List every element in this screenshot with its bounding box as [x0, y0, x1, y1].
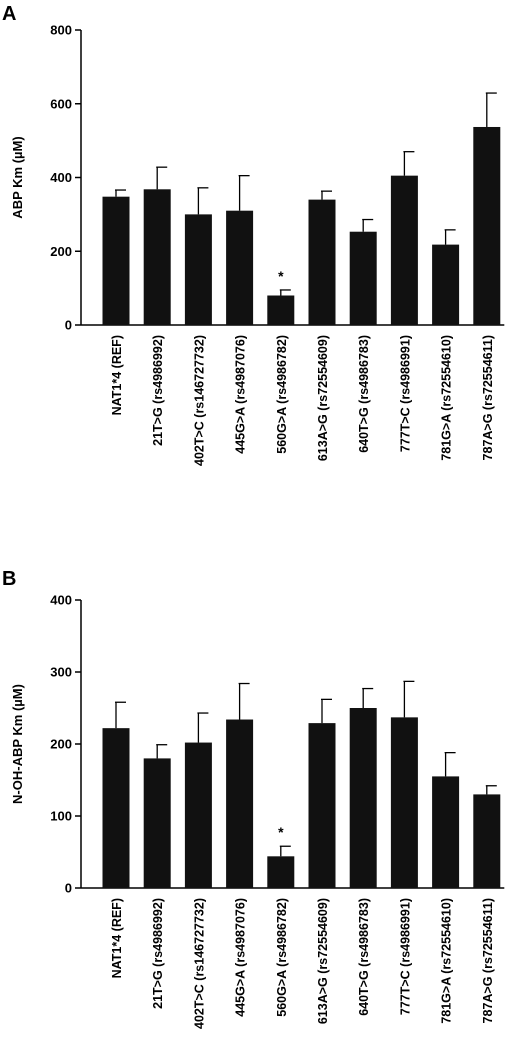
chart-a-bar: [102, 196, 130, 325]
chart-a-y-tick-label: 0: [65, 318, 72, 333]
chart-b-category-label: 445G>A (rs4987076): [234, 898, 248, 1017]
chart-b-category-label: 21T>G (rs4986992): [151, 898, 165, 1009]
chart-b-bar: [432, 776, 460, 888]
chart-a-bar: [184, 214, 212, 325]
chart-a-y-tick-label: 400: [50, 170, 72, 185]
chart-a-bar: [226, 210, 254, 325]
chart-b-bar: [349, 708, 377, 888]
chart-b-category-label: 402T>C (rs146727732): [192, 898, 206, 1029]
chart-b-bar: [226, 719, 254, 888]
chart-b-panel-label: B: [2, 568, 16, 590]
chart-b-y-axis-label: N-OH-ABP Km (µM): [10, 684, 25, 804]
chart-b-category-label: 613A>G (rs72554609): [316, 898, 330, 1024]
chart-a-bar: [473, 126, 501, 325]
chart-a-category-label: 21T>G (rs4986992): [151, 335, 165, 446]
chart-a-category-label: 560G>A (rs4986782): [275, 335, 289, 454]
chart-b-bar: [473, 794, 501, 888]
chart-a-bar: [349, 231, 377, 325]
chart-a-category-label: 613A>G (rs72554609): [316, 335, 330, 461]
chart-a-bar: [143, 189, 171, 325]
chart-a-bar: [432, 244, 460, 325]
chart-b-significance-marker: *: [278, 824, 284, 840]
chart-a-category-label: 781G>A (rs72554610): [440, 335, 454, 461]
chart-a-significance-marker: *: [278, 268, 284, 284]
chart-b-y-tick-label: 100: [50, 809, 72, 824]
chart-b-y-tick-label: 400: [50, 593, 72, 608]
chart-a-bar: [390, 175, 418, 325]
chart-a-category-label: 640T>G (rs4986783): [357, 335, 371, 453]
chart-a-y-tick-label: 600: [50, 96, 72, 111]
chart-b-category-label: 640T>G (rs4986783): [357, 898, 371, 1016]
chart-a-category-label: NAT1*4 (REF): [110, 335, 124, 415]
chart-b-category-label: NAT1*4 (REF): [110, 898, 124, 978]
chart-b-bar: [102, 728, 130, 888]
chart-b-y-tick-label: 0: [65, 881, 72, 896]
chart-a-category-label: 445G>A (rs4987076): [234, 335, 248, 454]
chart-b-y-tick-label: 200: [50, 737, 72, 752]
chart-b-category-label: 777T>C (rs4986991): [398, 898, 412, 1015]
chart-a-y-tick-label: 800: [50, 23, 72, 38]
chart-a-category-label: 402T>C (rs146727732): [192, 335, 206, 466]
chart-b-bar: [390, 717, 418, 888]
chart-b-y-tick-label: 300: [50, 665, 72, 680]
chart-a-bar: [267, 295, 295, 325]
chart-a-y-axis-label: ABP Km (µM): [10, 136, 25, 218]
chart-a-panel-label: A: [2, 3, 16, 25]
chart-b-bar: [143, 758, 171, 888]
chart-a-category-label: 787A>G (rs72554611): [481, 335, 495, 460]
chart-b-category-label: 787A>G (rs72554611): [481, 898, 495, 1023]
chart-b-category-label: 781G>A (rs72554610): [440, 898, 454, 1024]
chart-a-category-label: 777T>C (rs4986991): [398, 335, 412, 452]
chart-b-bar: [308, 723, 336, 888]
chart-b-bar: [184, 742, 212, 888]
chart-b-category-label: 560G>A (rs4986782): [275, 898, 289, 1017]
chart-b-bar: [267, 856, 295, 888]
chart-a-y-tick-label: 200: [50, 244, 72, 259]
chart-a-bar: [308, 199, 336, 325]
